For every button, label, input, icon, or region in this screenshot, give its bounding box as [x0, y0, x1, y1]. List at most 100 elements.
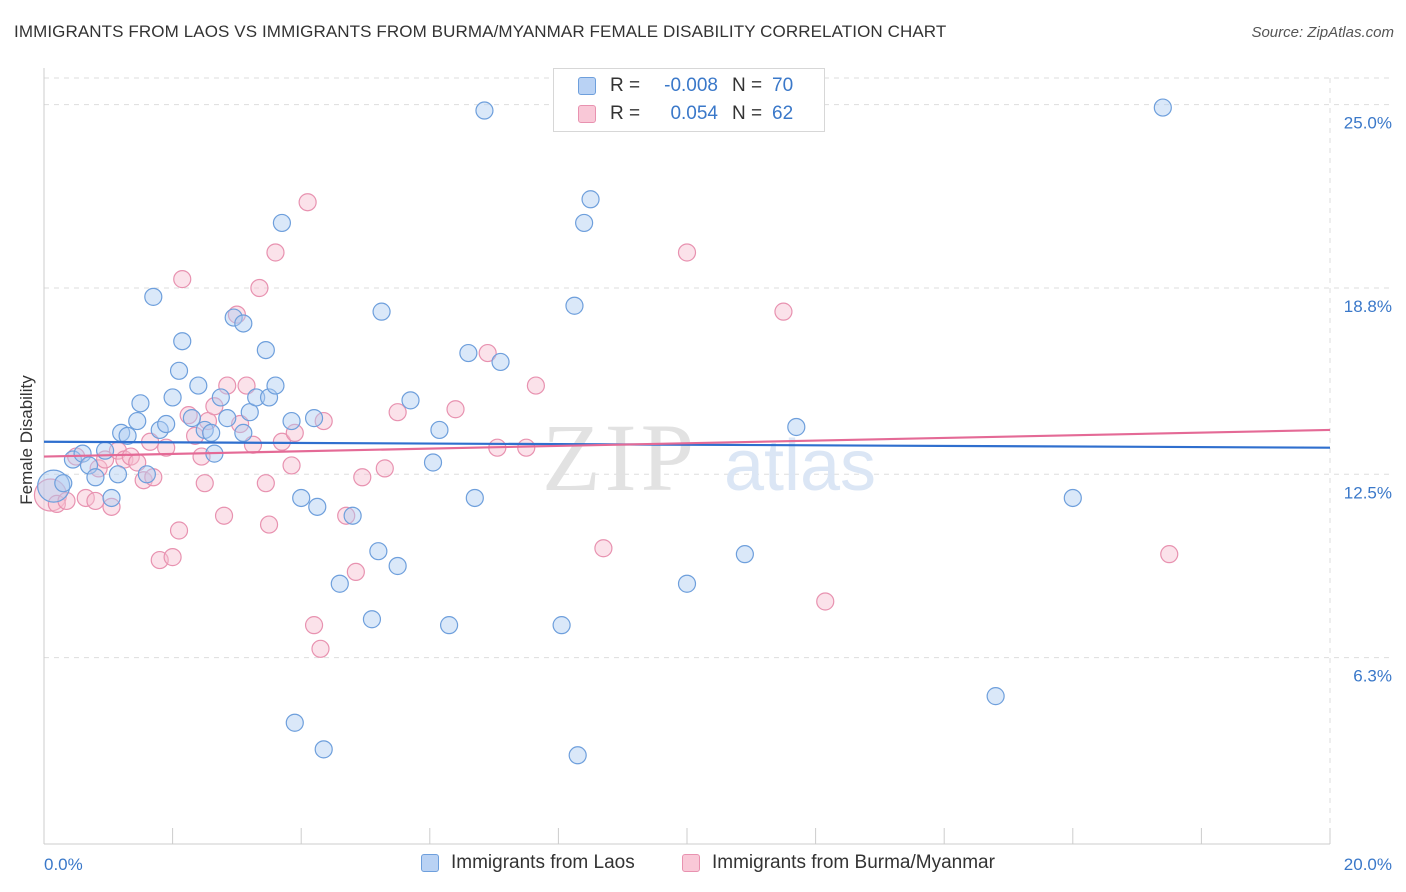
laos-point [95, 441, 115, 460]
y-tick-label: 12.5% [1344, 483, 1392, 502]
laos-point [256, 340, 275, 360]
legend-burma-label: Immigrants from Burma/Myanmar [712, 852, 995, 873]
laos-point [144, 287, 163, 306]
burma-point [1160, 545, 1179, 564]
burma-point [311, 639, 330, 658]
correlation-legend: R = -0.008 N = 70 R = 0.054 N = 62 [553, 68, 825, 132]
laos-point [259, 388, 279, 407]
burma-point [774, 302, 793, 321]
laos-point [266, 376, 285, 395]
laos-point [565, 296, 584, 315]
series-burma-points [33, 193, 1179, 658]
burma-point [86, 491, 105, 511]
laos-point [79, 456, 99, 475]
laos-point [362, 610, 382, 629]
laos-point [439, 616, 459, 635]
y-axis-label: Female Disability [17, 375, 36, 505]
laos-point [465, 488, 484, 508]
trend-lines [43, 428, 1331, 458]
y-tick-label: 25.0% [1344, 114, 1392, 133]
r-value: -0.008 [664, 75, 718, 96]
burma-swatch [578, 105, 596, 123]
laos-point [401, 391, 420, 410]
laos-point [54, 474, 73, 493]
burma-point [337, 506, 356, 525]
laos-point [157, 414, 176, 434]
laos-point [108, 465, 128, 484]
laos-point [118, 426, 137, 445]
laos-point [285, 713, 304, 732]
laos-point [247, 388, 266, 407]
laos-point [173, 332, 192, 351]
laos-point [568, 746, 587, 765]
burma-point [346, 562, 365, 582]
legend-item-laos: Immigrants from Laos [421, 852, 635, 874]
laos-point [37, 469, 71, 503]
laos-point [292, 488, 311, 508]
r-label: R = [610, 75, 641, 96]
chart-title: IMMIGRANTS FROM LAOS VS IMMIGRANTS FROM … [14, 22, 947, 41]
burma-point [478, 343, 497, 363]
burma-point [375, 459, 394, 478]
laos-point [163, 388, 182, 407]
series-laos-points [37, 98, 1172, 765]
laos-point [189, 376, 208, 395]
burma-point [266, 243, 285, 262]
burma-point [388, 403, 407, 422]
laos-point [234, 314, 253, 333]
laos-point [388, 556, 407, 576]
burma-point [816, 592, 835, 611]
burma-point [173, 270, 192, 289]
laos-point [581, 190, 600, 209]
laos-point [986, 687, 1005, 706]
burma-point [353, 468, 372, 487]
laos-point [282, 411, 301, 431]
legend-laos-label: Immigrants from Laos [451, 852, 635, 873]
grid-lines [44, 77, 1392, 844]
x-tick-label: 0.0% [44, 855, 83, 874]
burma-point [298, 193, 317, 212]
laos-point [491, 352, 510, 372]
legend-item-burma: Immigrants from Burma/Myanmar [682, 852, 995, 874]
burma-point [227, 305, 246, 324]
burma-point [169, 521, 189, 540]
burma-point [677, 243, 697, 262]
laos-point [372, 302, 391, 321]
laos-point [308, 497, 327, 516]
laos-point [1153, 98, 1172, 117]
laos-point [475, 101, 494, 120]
laos-point [211, 388, 230, 407]
n-label: N = [732, 103, 763, 124]
y-tick-label: 18.8% [1344, 297, 1392, 316]
laos-point [86, 468, 105, 487]
watermark: ZIP atlas [542, 404, 876, 511]
y-tick-label: 6.3% [1353, 667, 1392, 686]
burma-point [526, 376, 545, 395]
laos-point [787, 417, 806, 437]
burma-point [282, 456, 301, 475]
legend-row-laos: R = -0.008 N = 70 [578, 73, 812, 99]
burma-point [218, 376, 237, 395]
x-tick-label: 20.0% [1344, 855, 1392, 874]
tick-labels: 6.3% 12.5% 18.8% 25.0% 0.0% 20.0% [44, 114, 1392, 874]
watermark-atlas: atlas [724, 426, 876, 506]
laos-trend-line [43, 440, 1331, 449]
burma-point [237, 376, 256, 395]
laos-point [735, 545, 754, 564]
laos-point [552, 616, 571, 635]
burma-point [179, 406, 198, 425]
laos-point [202, 423, 221, 443]
burma-point [205, 397, 224, 416]
n-value: 70 [772, 75, 794, 96]
laos-point [430, 420, 449, 440]
laos-point [369, 542, 388, 561]
laos-point [314, 740, 333, 759]
laos-point [224, 308, 243, 327]
burma-point [57, 491, 76, 511]
laos-point [575, 213, 594, 233]
n-value: 62 [772, 103, 794, 124]
laos-point [137, 465, 156, 484]
laos-point [182, 409, 201, 428]
laos-point [272, 213, 292, 233]
